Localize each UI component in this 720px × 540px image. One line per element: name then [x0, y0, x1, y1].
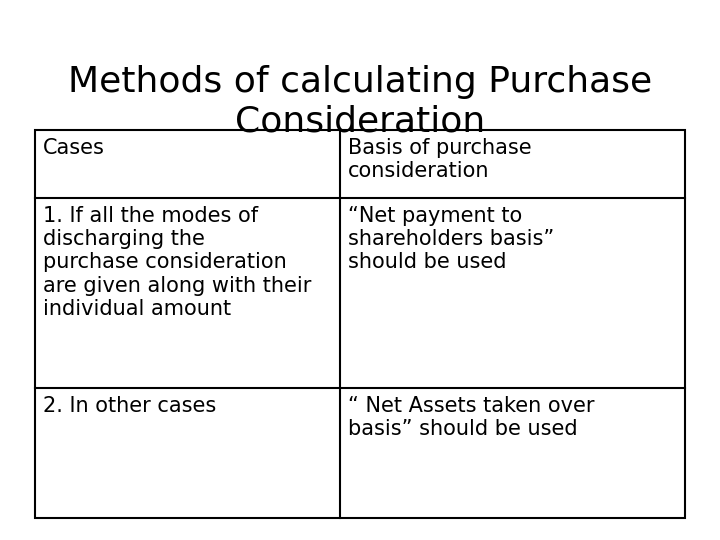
Text: 2. In other cases: 2. In other cases: [43, 396, 216, 416]
Text: “Net payment to
shareholders basis”
should be used: “Net payment to shareholders basis” shou…: [348, 206, 554, 272]
Text: “ Net Assets taken over
basis” should be used: “ Net Assets taken over basis” should be…: [348, 396, 595, 439]
Bar: [35, 130, 685, 518]
Text: 1. If all the modes of
discharging the
purchase consideration
are given along wi: 1. If all the modes of discharging the p…: [43, 206, 311, 319]
Text: Cases: Cases: [43, 138, 105, 158]
Text: Methods of calculating Purchase
Consideration: Methods of calculating Purchase Consider…: [68, 65, 652, 138]
Text: Basis of purchase
consideration: Basis of purchase consideration: [348, 138, 531, 181]
